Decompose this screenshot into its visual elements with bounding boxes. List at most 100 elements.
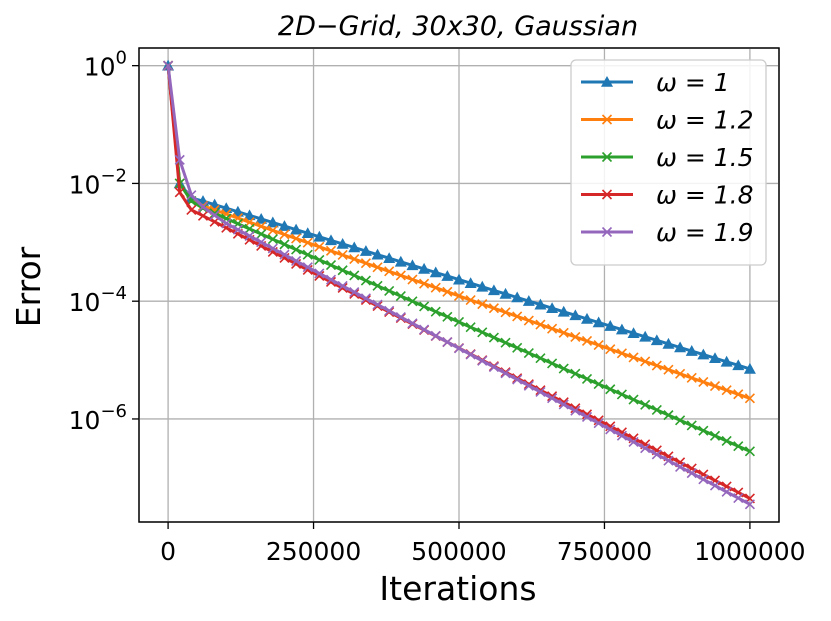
data-point-marker <box>744 499 755 510</box>
chart-title: 2D−Grid, 30x30, Gaussian <box>278 11 638 42</box>
legend-box <box>570 59 767 266</box>
data-point-marker <box>605 344 616 355</box>
data-point-marker <box>174 187 185 198</box>
data-point-marker <box>744 446 755 457</box>
legend-entry: ω = 1.2 <box>581 106 754 135</box>
data-point-marker <box>442 311 453 322</box>
data-point-marker <box>581 373 593 384</box>
data-point-marker <box>256 228 267 240</box>
data-point-marker <box>628 352 639 363</box>
data-point-marker <box>383 252 396 264</box>
data-point-marker <box>616 389 627 400</box>
data-point-marker <box>499 287 512 299</box>
data-point-marker <box>558 363 569 374</box>
data-point-marker <box>325 260 337 271</box>
data-point-marker <box>601 226 613 238</box>
data-point-marker <box>488 332 499 343</box>
legend-label: ω = 1.8 <box>656 181 754 210</box>
data-point-marker <box>267 243 278 254</box>
data-point-marker <box>476 280 489 292</box>
legend: ω = 1 ω = 1.2 ω = 1.5 ω = 1.8 ω = 1.9 <box>570 59 767 266</box>
legend-label: ω = 1.5 <box>656 143 754 172</box>
data-point-marker <box>174 154 185 165</box>
data-point-marker <box>535 353 546 364</box>
data-point-marker <box>430 282 441 293</box>
data-point-marker <box>360 275 371 286</box>
data-point-marker <box>465 349 476 360</box>
data-point-marker <box>581 312 593 324</box>
data-point-marker <box>570 331 581 342</box>
data-point-marker <box>359 245 372 256</box>
y-tick-label: 10−6 <box>69 401 127 435</box>
data-point-marker <box>325 234 337 246</box>
data-point-marker <box>733 441 744 452</box>
data-point-marker <box>500 337 511 348</box>
data-point-marker <box>290 223 303 235</box>
data-point-marker <box>721 486 732 497</box>
data-point-marker <box>512 374 523 385</box>
data-point-marker <box>186 204 197 215</box>
data-point-marker <box>302 262 313 273</box>
data-point-marker <box>384 285 395 297</box>
data-point-marker <box>698 425 709 436</box>
y-tick-label: 10−2 <box>69 165 127 199</box>
data-point-marker <box>301 227 314 239</box>
data-point-marker <box>186 190 197 201</box>
data-point-marker <box>686 468 697 479</box>
data-point-marker <box>570 405 581 416</box>
data-point-marker <box>709 352 721 363</box>
data-point-marker <box>279 229 290 240</box>
legend-entry: ω = 1.9 <box>581 218 754 247</box>
data-point-marker <box>384 305 395 316</box>
data-point-marker <box>419 301 430 312</box>
data-point-marker <box>500 307 511 318</box>
data-point-marker <box>349 287 360 298</box>
data-point-marker <box>675 461 686 472</box>
y-tick-label: 10−4 <box>69 283 127 317</box>
data-point-marker <box>651 449 662 460</box>
data-point-marker <box>395 291 406 302</box>
data-point-marker <box>313 230 326 242</box>
data-point-marker <box>581 335 593 347</box>
data-point-marker <box>279 249 290 260</box>
data-point-marker <box>384 266 395 277</box>
data-point-marker <box>651 404 662 416</box>
data-point-marker <box>639 330 652 342</box>
data-point-marker <box>348 241 361 253</box>
data-point-marker <box>546 302 559 314</box>
data-point-marker <box>628 436 639 447</box>
data-point-marker <box>592 316 605 328</box>
data-point-marker <box>349 253 360 265</box>
data-point-marker <box>419 278 430 289</box>
data-point-marker <box>651 360 662 371</box>
data-point-marker <box>535 386 546 398</box>
data-point-marker <box>616 430 627 441</box>
data-point-marker <box>640 443 651 454</box>
data-point-marker <box>407 296 418 307</box>
data-point-marker <box>266 216 279 228</box>
data-point-marker <box>640 356 651 367</box>
data-point-marker <box>256 237 267 248</box>
data-point-marker <box>732 359 745 371</box>
data-point-marker <box>163 60 174 71</box>
data-point-marker <box>650 334 663 346</box>
data-point-marker <box>616 348 627 359</box>
data-point-marker <box>372 299 383 310</box>
data-point-marker <box>663 410 674 421</box>
data-point-marker <box>686 372 697 383</box>
data-point-marker <box>663 455 674 466</box>
data-point-marker <box>429 266 442 278</box>
data-point-marker <box>337 249 348 261</box>
data-point-marker <box>442 286 453 297</box>
data-point-marker <box>325 245 337 256</box>
data-point-marker <box>394 255 407 267</box>
data-point-marker <box>488 361 499 373</box>
data-point-marker <box>605 424 616 435</box>
data-point-marker <box>430 330 441 341</box>
legend-label: ω = 1 <box>656 68 730 97</box>
data-point-marker <box>418 262 431 274</box>
legend-entry: ω = 1.5 <box>581 143 754 172</box>
data-point-marker <box>615 323 628 335</box>
data-point-marker <box>325 274 337 285</box>
